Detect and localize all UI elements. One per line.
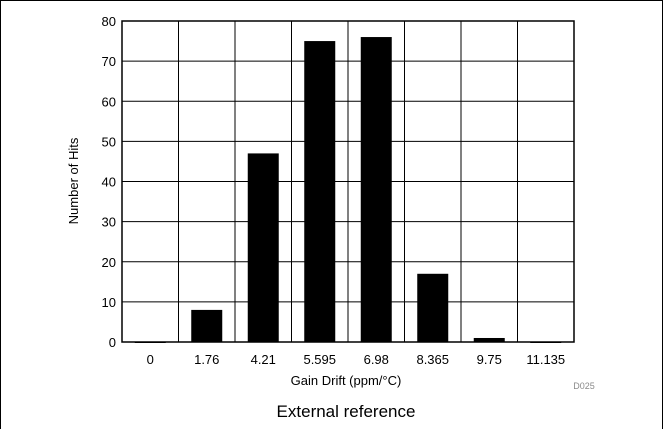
y-tick-label: 0	[109, 335, 116, 350]
y-tick-label: 70	[102, 54, 116, 69]
x-tick-label: 6.98	[364, 352, 389, 367]
bar	[191, 309, 223, 342]
bars	[134, 37, 562, 343]
y-tick-label: 30	[102, 215, 116, 230]
x-tick-labels: 0 1.76 4.21 5.595 6.98 8.365 9.75 11.135	[147, 352, 566, 367]
bar	[473, 337, 505, 342]
y-tick-label: 60	[102, 94, 116, 109]
y-tick-labels: 0 10 20 30 40 50 60 70 80	[102, 14, 116, 350]
x-tick-label: 0	[147, 352, 154, 367]
x-tick-label: 4.21	[251, 352, 276, 367]
x-axis-label: Gain Drift (ppm/°C)	[291, 373, 402, 388]
figure-code: D025	[573, 381, 595, 391]
bar	[360, 37, 392, 343]
bar	[247, 153, 279, 342]
y-tick-label: 40	[102, 175, 116, 190]
x-tick-label: 11.135	[526, 352, 565, 367]
x-tick-label: 9.75	[477, 352, 502, 367]
y-axis-label: Number of Hits	[66, 137, 81, 224]
x-tick-label: 1.76	[194, 352, 219, 367]
chart-caption: External reference	[277, 402, 416, 421]
plot-area-border	[121, 20, 575, 343]
y-tick-label: 20	[102, 255, 116, 270]
x-tick-label: 8.365	[416, 352, 449, 367]
y-tick-label: 80	[102, 14, 116, 29]
y-tick-label: 10	[102, 295, 116, 310]
bar	[304, 41, 336, 342]
y-tick-label: 50	[102, 134, 116, 149]
grid-lines	[122, 21, 574, 342]
bar	[417, 273, 449, 342]
x-tick-label: 5.595	[303, 352, 336, 367]
